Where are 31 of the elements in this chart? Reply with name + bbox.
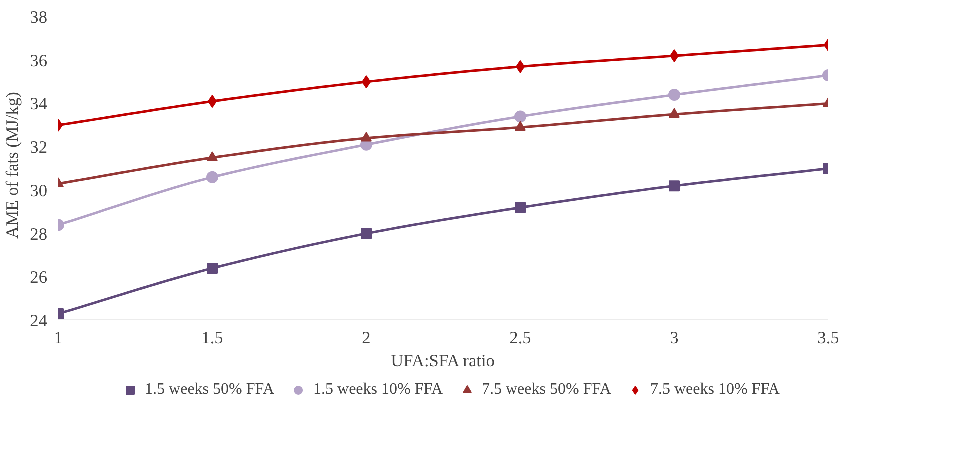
point xyxy=(514,110,526,123)
point xyxy=(515,121,526,131)
x-tick-label: 3 xyxy=(670,328,679,348)
point xyxy=(668,89,680,102)
y-tick-label: 30 xyxy=(30,181,48,200)
y-tick-label: 28 xyxy=(30,224,48,244)
legend-label: 1.5 weeks 10% FFA xyxy=(314,381,443,399)
point xyxy=(207,152,218,162)
point xyxy=(207,262,218,274)
point xyxy=(361,228,372,240)
y-tick-label: 24 xyxy=(30,312,48,330)
point xyxy=(361,132,372,142)
y-tick-label: 26 xyxy=(30,268,48,288)
x-tick-label: 2 xyxy=(362,328,371,348)
x-tick-label: 3.5 xyxy=(818,328,840,348)
x-axis-title: UFA:SFA ratio xyxy=(391,352,495,370)
point xyxy=(669,180,680,192)
legend-label: 7.5 weeks 50% FFA xyxy=(482,381,612,399)
legend-label: 1.5 weeks 50% FFA xyxy=(145,381,275,399)
point xyxy=(669,108,680,118)
y-axis-title: AME of fats (MJ/kg) xyxy=(3,92,22,239)
y-tick-label: 32 xyxy=(30,138,48,158)
x-tick-label: 2.5 xyxy=(510,328,532,348)
y-tick-label: 34 xyxy=(30,94,48,114)
y-tick-label: 36 xyxy=(30,51,48,70)
point xyxy=(206,171,218,184)
point xyxy=(515,202,526,214)
x-tick-label: 1 xyxy=(54,328,63,348)
x-tick-label: 1.5 xyxy=(202,328,224,348)
legend-label: 7.5 weeks 10% FFA xyxy=(650,381,780,399)
y-tick-label: 38 xyxy=(30,8,48,28)
